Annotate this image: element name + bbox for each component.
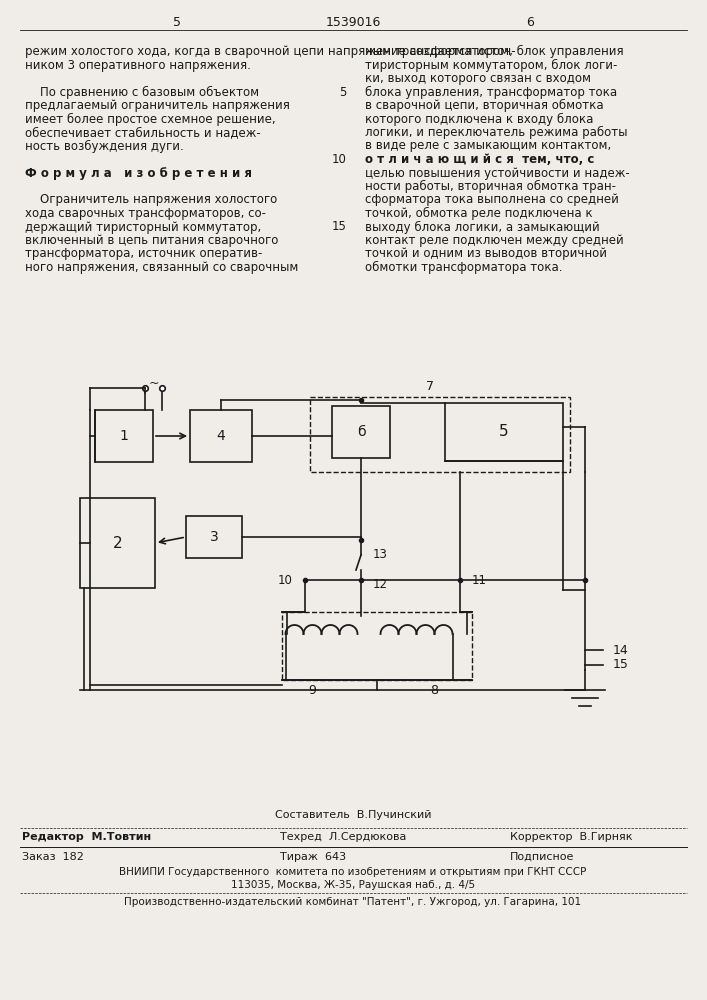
Text: Редактор  М.Товтин: Редактор М.Товтин — [22, 832, 151, 842]
Text: Подписное: Подписное — [510, 852, 574, 862]
Text: По сравнению с базовым объектом: По сравнению с базовым объектом — [25, 86, 259, 99]
Text: Составитель  В.Пучинский: Составитель В.Пучинский — [275, 810, 431, 820]
Text: 2: 2 — [112, 536, 122, 550]
Text: имеет более простое схемное решение,: имеет более простое схемное решение, — [25, 112, 276, 126]
Text: сформатора тока выполнена со средней: сформатора тока выполнена со средней — [365, 194, 619, 207]
Text: 113035, Москва, Ж-35, Раушская наб., д. 4/5: 113035, Москва, Ж-35, Раушская наб., д. … — [231, 880, 475, 890]
Text: 1539016: 1539016 — [325, 15, 380, 28]
Text: 4: 4 — [216, 429, 226, 443]
Text: 3: 3 — [209, 530, 218, 544]
Text: Корректор  В.Гирняк: Корректор В.Гирняк — [510, 832, 633, 842]
Text: точкой, обмотка реле подключена к: точкой, обмотка реле подключена к — [365, 207, 592, 220]
Bar — [186, 516, 242, 558]
Text: тиристорным коммутатором, блок логи-: тиристорным коммутатором, блок логи- — [365, 58, 617, 72]
Text: трансформатора, источник оператив-: трансформатора, источник оператив- — [25, 247, 262, 260]
Text: 6: 6 — [526, 15, 534, 28]
Bar — [95, 410, 153, 462]
Text: хода сварочных трансформаторов, со-: хода сварочных трансформаторов, со- — [25, 207, 266, 220]
Text: включенный в цепь питания сварочного: включенный в цепь питания сварочного — [25, 234, 279, 247]
Text: ного напряжения, связанный со сварочным: ного напряжения, связанный со сварочным — [25, 261, 298, 274]
Text: режим холостого хода, когда в сварочной цепи напряжение создается источ-: режим холостого хода, когда в сварочной … — [25, 45, 515, 58]
Text: 12: 12 — [373, 578, 388, 591]
Text: блока управления, трансформатор тока: блока управления, трансформатор тока — [365, 86, 617, 99]
Text: в сварочной цепи, вторичная обмотка: в сварочной цепи, вторичная обмотка — [365, 99, 604, 112]
Text: в виде реле с замыкающим контактом,: в виде реле с замыкающим контактом, — [365, 139, 612, 152]
Text: Тираж  643: Тираж 643 — [280, 852, 346, 862]
Text: ~: ~ — [148, 376, 159, 389]
Text: логики, и переключатель режима работы: логики, и переключатель режима работы — [365, 126, 628, 139]
Text: держащий тиристорный коммутатор,: держащий тиристорный коммутатор, — [25, 221, 262, 233]
Text: Техред  Л.Сердюкова: Техред Л.Сердюкова — [280, 832, 407, 842]
Bar — [332, 406, 390, 458]
Text: предлагаемый ограничитель напряжения: предлагаемый ограничитель напряжения — [25, 99, 290, 112]
Text: Ограничитель напряжения холостого: Ограничитель напряжения холостого — [25, 194, 277, 207]
Text: ником 3 оперативного напряжения.: ником 3 оперативного напряжения. — [25, 58, 251, 72]
Text: 15: 15 — [332, 221, 347, 233]
Text: 14: 14 — [613, 644, 629, 656]
Bar — [310, 397, 570, 472]
Text: о т л и ч а ю щ и й с я  тем, что, с: о т л и ч а ю щ и й с я тем, что, с — [365, 153, 595, 166]
Text: контакт реле подключен между средней: контакт реле подключен между средней — [365, 234, 624, 247]
Text: 8: 8 — [430, 684, 438, 696]
Text: которого подключена к входу блока: которого подключена к входу блока — [365, 112, 593, 126]
Text: обмотки трансформатора тока.: обмотки трансформатора тока. — [365, 261, 563, 274]
Text: б: б — [357, 425, 366, 439]
Text: 7: 7 — [426, 380, 434, 393]
Text: точкой и одним из выводов вторичной: точкой и одним из выводов вторичной — [365, 247, 607, 260]
Bar — [190, 410, 252, 462]
Text: ность возбуждения дуги.: ность возбуждения дуги. — [25, 139, 184, 153]
Text: ВНИИПИ Государственного  комитета по изобретениям и открытиям при ГКНТ СССР: ВНИИПИ Государственного комитета по изоб… — [119, 867, 587, 877]
Text: 1: 1 — [119, 429, 129, 443]
Text: 13: 13 — [373, 548, 388, 562]
Bar — [282, 612, 472, 680]
Text: 5: 5 — [499, 424, 509, 440]
Text: 5: 5 — [173, 15, 181, 28]
Text: 15: 15 — [613, 658, 629, 672]
Text: обеспечивает стабильность и надеж-: обеспечивает стабильность и надеж- — [25, 126, 261, 139]
Text: 9: 9 — [308, 684, 316, 696]
Text: Заказ  182: Заказ 182 — [22, 852, 84, 862]
Text: 5: 5 — [339, 86, 347, 99]
Text: 10: 10 — [332, 153, 347, 166]
Text: ным трансформатором, блок управления: ным трансформатором, блок управления — [365, 45, 624, 58]
Bar — [80, 498, 155, 588]
Text: ности работы, вторичная обмотка тран-: ности работы, вторичная обмотка тран- — [365, 180, 616, 193]
Text: Производственно-издательский комбинат "Патент", г. Ужгород, ул. Гагарина, 101: Производственно-издательский комбинат "П… — [124, 897, 582, 907]
Text: 10: 10 — [278, 574, 293, 586]
Text: ки, выход которого связан с входом: ки, выход которого связан с входом — [365, 72, 591, 85]
Text: выходу блока логики, а замыкающий: выходу блока логики, а замыкающий — [365, 221, 600, 234]
Text: 11: 11 — [472, 574, 487, 586]
Text: целью повышения устойчивости и надеж-: целью повышения устойчивости и надеж- — [365, 166, 630, 180]
Bar — [445, 403, 563, 461]
Text: Ф о р м у л а   и з о б р е т е н и я: Ф о р м у л а и з о б р е т е н и я — [25, 166, 252, 180]
